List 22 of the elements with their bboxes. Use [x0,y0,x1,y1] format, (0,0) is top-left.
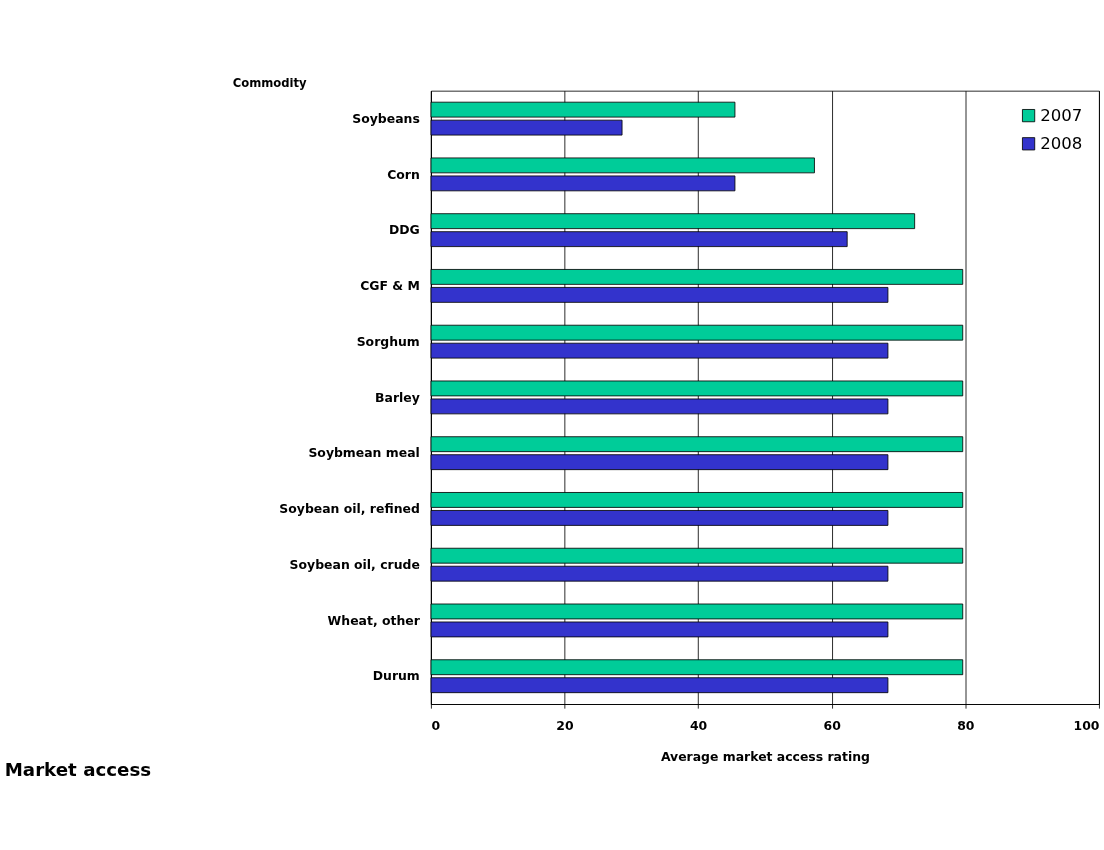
x-tick-label: 20 [556,718,575,734]
x-tick-label: 60 [823,718,842,734]
legend-label: 2008 [1040,133,1083,153]
text: Market access [4,759,152,781]
y-tick-label: Wheat, other [327,612,421,628]
y-tick-label: Sorghum [356,333,420,349]
y-axis-title: Commodity [232,75,308,90]
x-tick-label: 0 [431,718,441,734]
x-tick-label: 80 [957,718,975,734]
y-tick-label: Soybmean meal [308,445,420,461]
y-tick-label: CGF & M [360,278,420,294]
y-tick-label: Soybeans [352,110,420,126]
y-tick-label: Corn [387,166,420,182]
x-tick-label: 100 [1073,718,1100,734]
legend-label: 2007 [1040,105,1083,125]
y-tick-label: Barley [375,389,420,405]
x-tick-label: 40 [689,718,708,734]
y-tick-label: Soybean oil, refined [279,501,420,517]
y-tick-label: Durum [372,668,420,684]
y-tick-label: Soybean oil, crude [289,556,420,572]
y-tick-label: DDG [388,222,420,238]
x-axis-title: Average market access rating [660,748,870,764]
